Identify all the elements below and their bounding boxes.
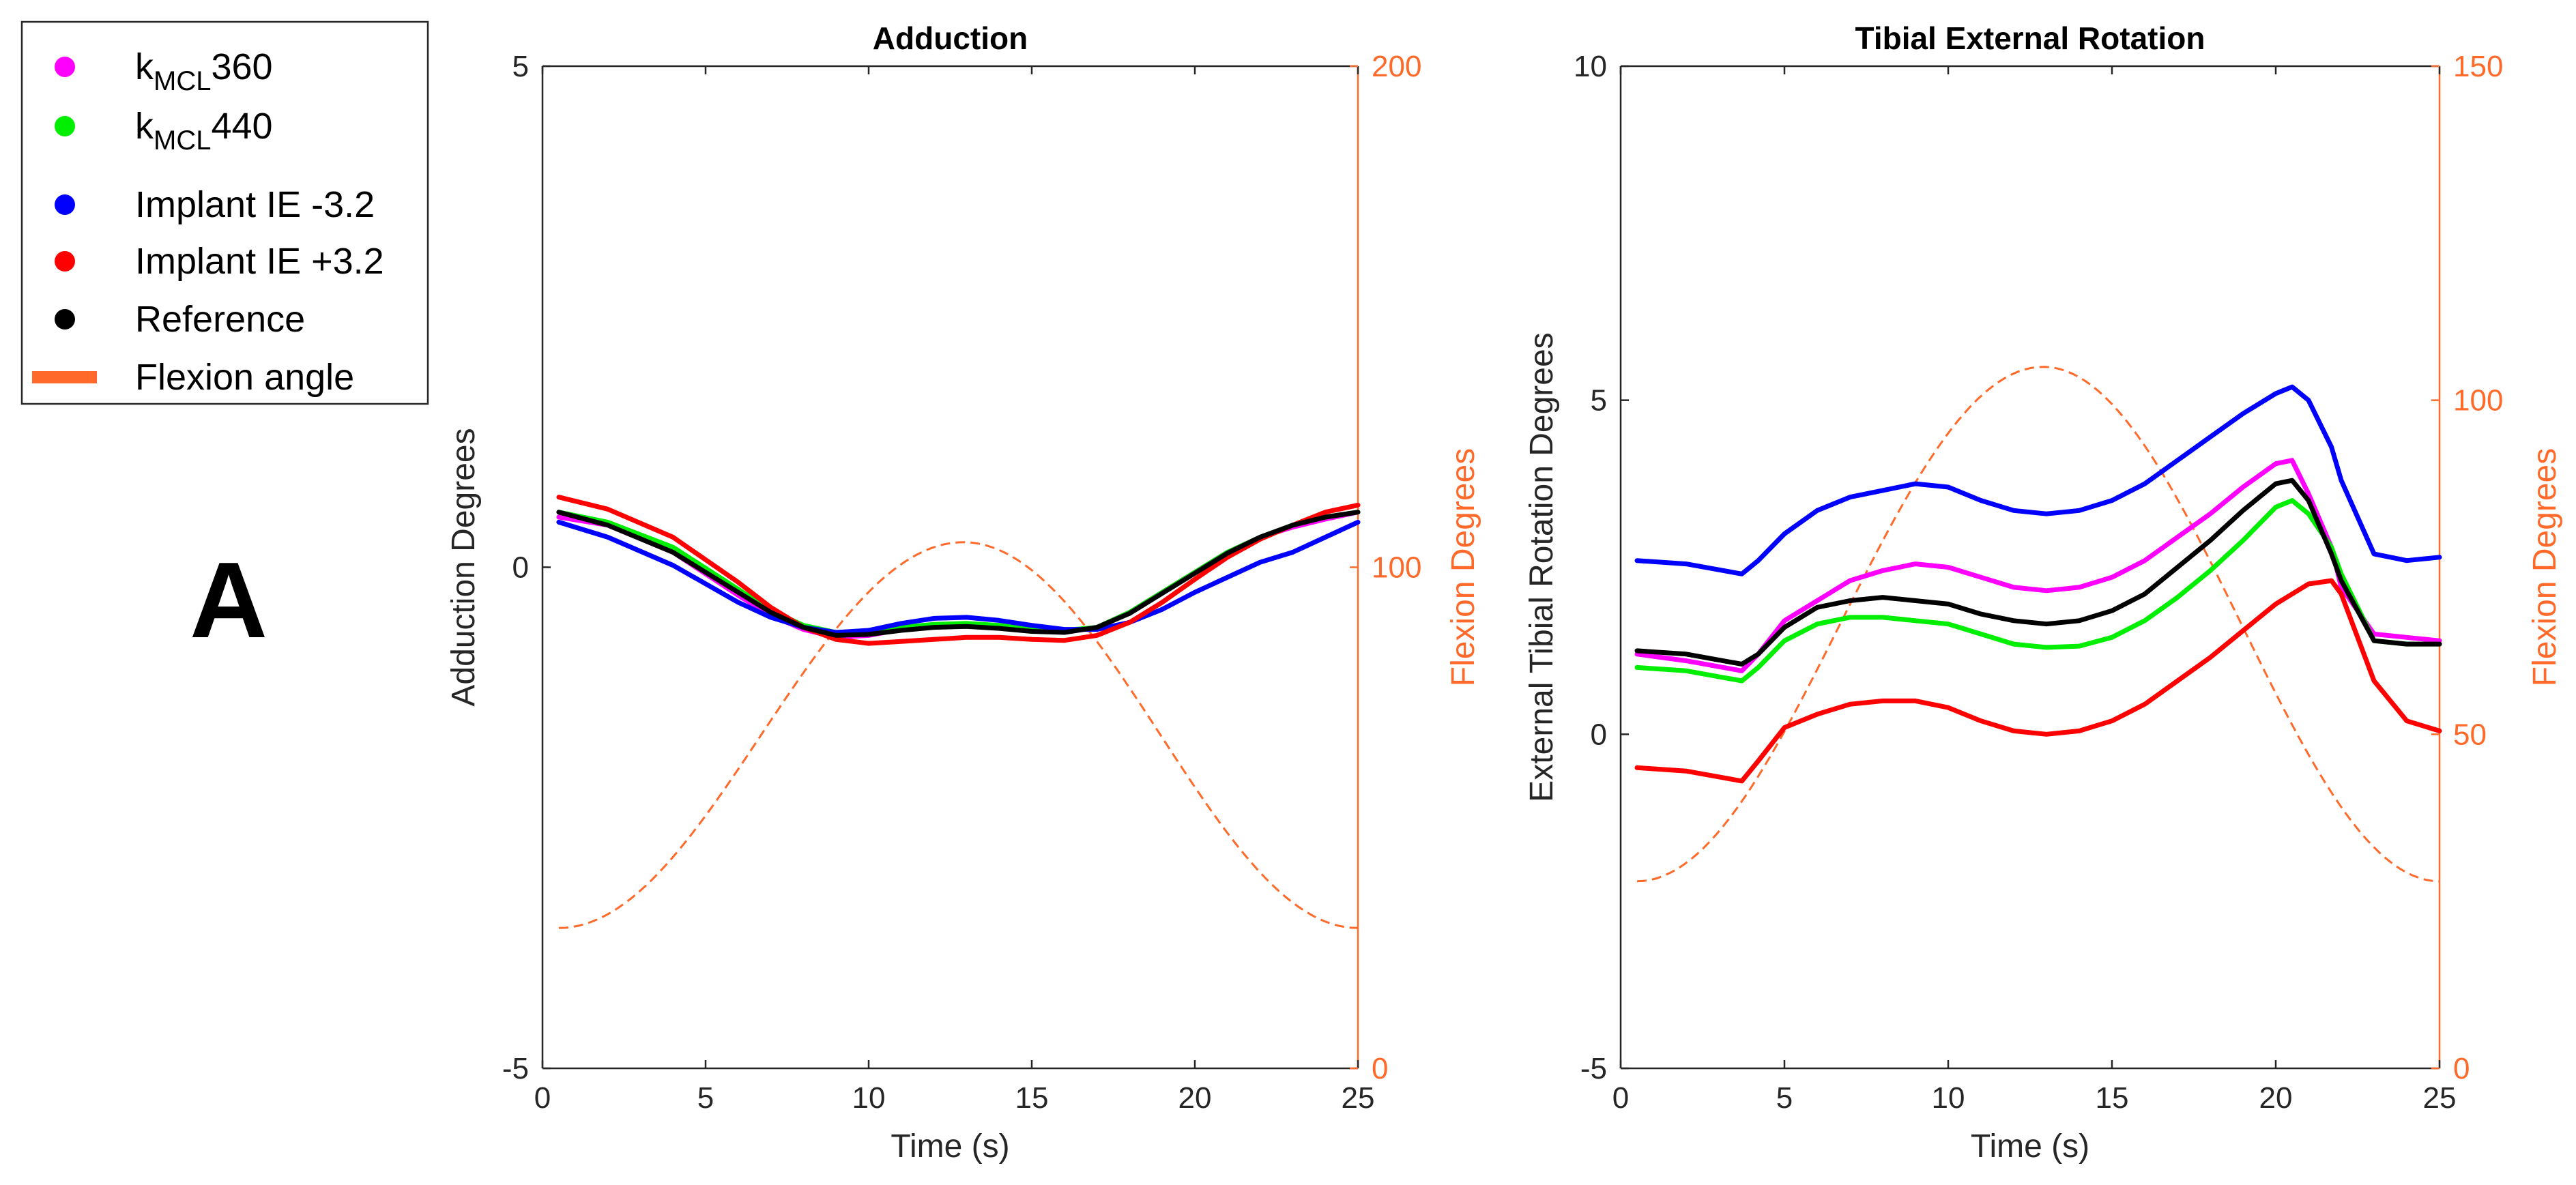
legend-flexion-angle-label: Flexion angle [135,357,354,398]
x-axis-label: Time (s) [1971,1128,2089,1165]
y-tick-label: 5 [512,50,529,83]
x-tick-label: 15 [1015,1081,1049,1115]
y2-tick-label: 200 [1372,50,1421,83]
series-reference [556,510,1361,638]
x-tick-label: 25 [2423,1081,2457,1115]
legend-flexion-angle-swatch [32,371,97,383]
legend-box [20,20,429,405]
series-implant-ie-3-2 [556,495,1361,646]
legend-implant-ie-3-2-label: Implant IE +3.2 [135,241,384,282]
y-tick-label: -5 [1580,1052,1607,1085]
chart-title: Tibial External Rotation [1855,20,2205,56]
x-tick-label: 25 [1342,1081,1375,1115]
series-implant-ie-3-2 [1634,578,2442,784]
y-tick-label: 0 [1591,718,1607,751]
y2-axis-label: Flexion Degrees [1445,448,1481,687]
series-reference [1634,478,2442,667]
y2-tick-label: 100 [1372,551,1421,585]
legend-implant-ie-3-2-label: Implant IE -3.2 [135,184,375,225]
legend-reference-marker [55,309,75,330]
x-tick-label: 20 [1178,1081,1212,1115]
legend-implant-ie-3-2-marker [55,251,75,272]
y2-tick-label: 150 [2453,50,2503,83]
y2-tick-label: 0 [2453,1052,2470,1085]
series-implant-ie-3-2 [1634,384,2442,576]
legend-k-mcl360-marker [55,57,75,77]
x-tick-label: 5 [1776,1081,1793,1115]
legend-k-mcl440-label: kMCL440 [135,106,273,156]
y2-tick-label: 50 [2453,718,2487,751]
panel-label: A [190,540,268,660]
legend: kMCL360 kMCL440 Implant IE -3.2 Implant IE … [20,20,429,405]
x-tick-label: 0 [534,1081,551,1115]
y-tick-label: 5 [1591,384,1607,418]
y-axis-label: External Tibial Rotation Degrees [1524,332,1560,802]
y-tick-label: 10 [1574,50,1607,83]
y-axis-label: Adduction Degrees [446,428,482,706]
y-tick-label: 0 [512,551,529,585]
x-tick-label: 10 [1932,1081,1965,1115]
legend-k-mcl440-marker [55,116,75,136]
legend-implant-ie-3-2-marker [55,194,75,215]
series-implant-ie-3-2 [556,519,1361,635]
legend-k-mcl360-label: kMCL360 [135,46,273,96]
x-tick-label: 20 [2259,1081,2293,1115]
y2-tick-label: 0 [1372,1052,1388,1085]
x-tick-label: 10 [852,1081,886,1115]
x-axis-label: Time (s) [891,1128,1009,1165]
flexion-angle-line [1636,366,2440,883]
y2-tick-label: 100 [2453,384,2503,418]
y-tick-label: -5 [502,1052,529,1085]
x-tick-label: 0 [1612,1081,1629,1115]
legend-reference-label: Reference [135,299,305,340]
flexion-angle-line [558,541,1359,929]
y2-axis-label: Flexion Degrees [2527,448,2563,687]
x-tick-label: 15 [2096,1081,2129,1115]
x-tick-label: 5 [697,1081,714,1115]
chart-title: Adduction [873,20,1028,56]
series-k-mcl360 [1634,458,2442,673]
